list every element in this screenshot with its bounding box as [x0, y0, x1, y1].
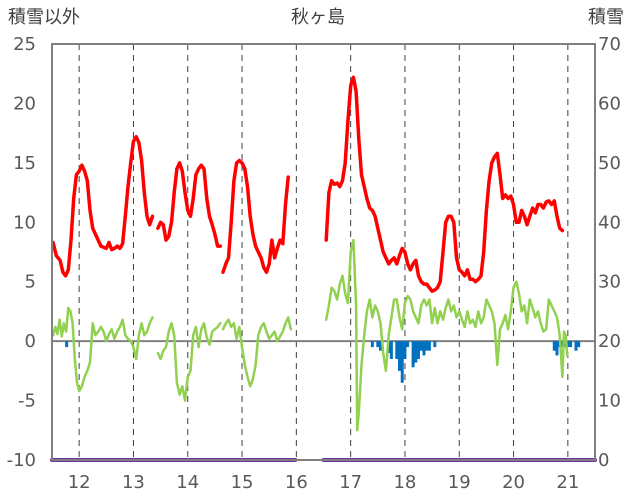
right-tick-label: 10	[598, 391, 621, 412]
right-tick-label: 20	[598, 331, 621, 352]
blue-bar	[379, 341, 383, 351]
series-line-0-segment-2	[221, 158, 290, 274]
series-line-0-segment-1	[156, 161, 223, 248]
right-axis-label: 積雪	[588, 7, 624, 28]
x-tick-label: 16	[285, 472, 308, 493]
blue-bar	[370, 341, 374, 348]
left-axis-label: 積雪以外	[8, 7, 80, 28]
left-tick-label: 25	[13, 34, 36, 55]
blue-bar	[395, 341, 399, 359]
blue-bar	[577, 341, 581, 348]
blue-bar	[433, 341, 437, 348]
blue-bar	[574, 341, 578, 351]
blue-bar	[403, 341, 407, 359]
left-tick-label: 20	[13, 93, 36, 114]
blue-bar	[552, 341, 556, 351]
blue-bar	[65, 341, 69, 348]
left-tick-label: 15	[13, 153, 36, 174]
blue-bar	[566, 341, 570, 348]
blue-bar	[555, 341, 559, 356]
blue-bars	[65, 341, 581, 383]
blue-bar	[419, 341, 423, 351]
blue-bar	[398, 341, 402, 371]
blue-bar	[414, 341, 418, 363]
chart-title: 秋ヶ島	[291, 7, 345, 28]
right-tick-label: 0	[598, 450, 609, 471]
left-tick-label: 10	[13, 212, 36, 233]
blue-bar	[376, 341, 380, 348]
blue-bar	[425, 341, 429, 351]
left-tick-label: 0	[25, 331, 36, 352]
blue-bar	[400, 341, 404, 383]
right-tick-label: 40	[598, 212, 621, 233]
left-tick-label: 5	[25, 272, 36, 293]
vertical-gridlines	[78, 44, 569, 460]
plot-frame	[51, 43, 596, 461]
left-y-ticks: 25 20 15 10 5 0 -5 -10	[7, 34, 36, 471]
blue-bar	[411, 341, 415, 368]
x-tick-label: 19	[448, 472, 471, 493]
x-ticks: 12 13 14 15 16 17 18 19 20 21	[68, 472, 580, 493]
right-y-ticks: 70 60 50 40 30 20 10 0	[598, 34, 621, 471]
series-line-1-segment-1	[156, 322, 222, 402]
right-tick-label: 70	[598, 34, 621, 55]
blue-bar	[422, 341, 426, 356]
blue-bar	[406, 341, 410, 348]
x-tick-label: 13	[122, 472, 145, 493]
blue-bar	[563, 341, 567, 348]
right-tick-label: 60	[598, 93, 621, 114]
x-tick-label: 15	[231, 472, 254, 493]
blue-bar	[417, 341, 421, 359]
series-line-1-segment-0	[51, 306, 154, 393]
x-tick-label: 18	[393, 472, 416, 493]
blue-bar	[569, 341, 573, 348]
right-tick-label: 50	[598, 153, 621, 174]
series-line-0-segment-3	[324, 75, 565, 293]
x-tick-label: 20	[502, 472, 525, 493]
blue-bar	[427, 341, 431, 351]
x-tick-label: 17	[339, 472, 362, 493]
blue-bar	[389, 341, 393, 359]
x-tick-label: 21	[556, 472, 579, 493]
right-tick-label: 30	[598, 272, 621, 293]
series-line-1-segment-2	[221, 316, 293, 388]
series-line-1-segment-3	[324, 238, 569, 432]
left-tick-label: -10	[7, 450, 36, 471]
x-tick-label: 14	[176, 472, 199, 493]
series-line-0-segment-0	[51, 134, 155, 278]
x-tick-label: 12	[68, 472, 91, 493]
left-tick-label: -5	[18, 391, 36, 412]
